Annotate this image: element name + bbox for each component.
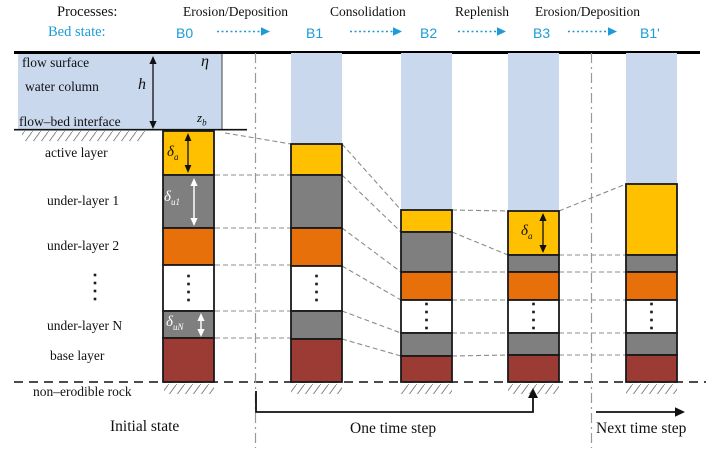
bed-columns	[162, 53, 678, 383]
label-column-dot-2	[93, 289, 97, 293]
column-B0-layer-2-under_orange	[162, 227, 215, 266]
process-arrowheads	[261, 27, 617, 36]
column-B0-layer-5-base	[162, 337, 215, 383]
flow-surface-label: flow surface	[22, 55, 90, 70]
next-time-step-label: Next time step	[596, 420, 687, 437]
delta-un-label: δuN	[166, 314, 184, 332]
column-B3-dot-3	[532, 326, 535, 330]
column-B3-layer-5-base	[507, 354, 560, 383]
frame-lines	[14, 51, 706, 383]
column-B1-layer-5-base	[290, 338, 343, 383]
flow-bed-interface-label: flow–bed interface	[19, 114, 121, 129]
process-erosion-deposition-1: Erosion/Deposition	[183, 4, 288, 19]
initial-state-label: Initial state	[110, 418, 180, 435]
column-B2-layer-0-active	[400, 209, 453, 233]
column-B1p-dot-3	[650, 326, 653, 330]
column-B1p-water	[626, 53, 677, 184]
column-B1p-dot-1	[650, 310, 653, 314]
one-time-step-label: One time step	[350, 420, 437, 437]
ellipsis-dots	[93, 273, 653, 330]
base-layer-label: base layer	[50, 348, 105, 363]
column-B3-dot-2	[532, 318, 535, 322]
column-B3-layer-4-under_gray	[507, 332, 560, 356]
column-B2-layer-2-under_orange	[400, 271, 453, 301]
water-column-label: water column	[25, 79, 99, 94]
bed-state-label: Bed state:	[48, 24, 106, 40]
delta-arrows	[184, 133, 547, 337]
non-erodible-rock-label: non–erodible rock	[33, 384, 132, 399]
label-column-dot-1	[93, 281, 97, 285]
column-B1p-layer-2-under_orange	[625, 271, 678, 301]
h-symbol: h	[138, 76, 146, 93]
column-B2-dot-3	[425, 326, 428, 330]
column-B3-water	[508, 53, 559, 211]
column-B0-dot-0	[187, 274, 190, 278]
column-B3-layer-1-under_gray	[507, 254, 560, 273]
label-column-dot-0	[93, 273, 97, 277]
column-B1p-layer-4-under_gray	[625, 332, 678, 356]
delta-u1-label: δu1	[164, 189, 180, 207]
column-B1-layer-0-active	[290, 143, 343, 176]
delta-a-label-b0: δa	[167, 144, 179, 162]
column-B2-layer-5-base	[400, 355, 453, 383]
column-B1p-layer-5-base	[625, 354, 678, 383]
bed-state-b1: B1	[306, 25, 324, 41]
zb-symbol: zb	[197, 110, 207, 128]
column-B3-layer-0-active	[507, 210, 560, 256]
column-B2-dot-0	[425, 302, 428, 306]
column-B0-dot-1	[187, 282, 190, 286]
bed-state-b2: B2	[420, 25, 438, 41]
column-B1-layer-3-under_white	[290, 265, 343, 312]
under-layer-2-label: under-layer 2	[47, 238, 120, 253]
water-column-region	[18, 53, 222, 130]
column-B0-layer-3-under_white	[162, 264, 215, 312]
column-B2-layer-1-under_gray	[400, 231, 453, 273]
column-B1p-dot-0	[650, 302, 653, 306]
label-column-dot-3	[93, 297, 97, 301]
column-B1-layer-1-under_gray	[290, 174, 343, 229]
layer-connector-lines	[215, 132, 627, 357]
water-depth-arrow	[149, 56, 157, 129]
one-time-step-bracket	[255, 391, 534, 413]
next-time-step-arrowhead	[675, 407, 685, 417]
column-B1-dot-2	[315, 290, 318, 294]
active-layer-label: active layer	[45, 145, 108, 160]
column-B1p-layer-0-active	[625, 183, 678, 256]
under-layer-1-label: under-layer 1	[47, 193, 120, 208]
column-B2-dot-1	[425, 310, 428, 314]
delta-a-label-b3: δa	[521, 223, 533, 241]
column-B3-dot-0	[532, 302, 535, 306]
time-divider-lines	[254, 53, 593, 448]
processes-label: Processes:	[57, 4, 118, 20]
process-erosion-deposition-2: Erosion/Deposition	[535, 4, 640, 19]
column-B2-layer-4-under_gray	[400, 332, 453, 357]
time-step-arrows	[255, 391, 676, 413]
column-B2-dot-2	[425, 318, 428, 322]
column-B1-dot-1	[315, 282, 318, 286]
eta-symbol: η	[201, 53, 209, 70]
process-replenish: Replenish	[455, 4, 509, 19]
column-B1p-layer-1-under_gray	[625, 254, 678, 273]
column-B1-layer-2-under_orange	[290, 227, 343, 267]
column-B0-dot-3	[187, 298, 190, 302]
column-B1-layer-4-under_gray	[290, 310, 343, 340]
process-consolidation: Consolidation	[330, 4, 406, 19]
column-B3-layer-2-under_orange	[507, 271, 560, 301]
column-B1-dot-0	[315, 274, 318, 278]
column-B1-water	[291, 53, 342, 144]
column-B0-dot-2	[187, 290, 190, 294]
bed-state-b3: B3	[533, 25, 551, 41]
one-time-step-arrowhead	[528, 388, 538, 398]
column-B1p-dot-2	[650, 318, 653, 322]
column-B2-water	[401, 53, 452, 210]
column-B1-dot-3	[315, 298, 318, 302]
column-B3-dot-1	[532, 310, 535, 314]
bed-state-b1-prime: B1'	[640, 25, 660, 41]
bed-state-b0: B0	[176, 25, 194, 41]
under-layer-n-label: under-layer N	[47, 318, 123, 333]
